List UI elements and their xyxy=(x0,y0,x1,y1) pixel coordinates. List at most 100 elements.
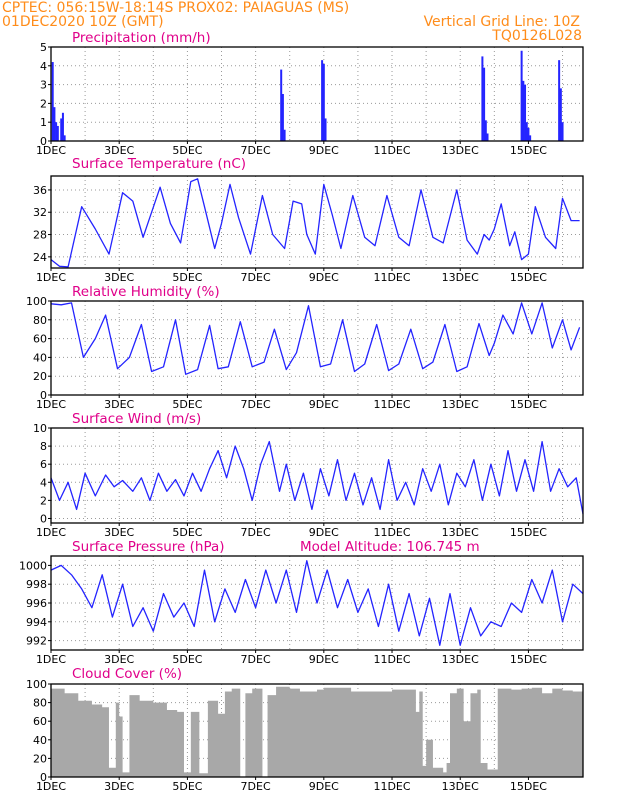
x-tick-label: 9DEC xyxy=(309,653,339,666)
header-line-1: CPTEC: 056:15W-18:14S PROX02: PAIAGUAS (… xyxy=(2,0,350,16)
y-tick-label: 32 xyxy=(33,206,47,219)
x-tick-label: 5DEC xyxy=(172,653,202,666)
x-tick-label: 11DEC xyxy=(373,526,410,539)
x-tick-label: 1DEC xyxy=(36,653,66,666)
x-tick-label: 5DEC xyxy=(172,398,202,411)
x-tick-label: 1DEC xyxy=(36,780,66,793)
x-tick-label: 11DEC xyxy=(373,398,410,411)
y-tick-label: 0 xyxy=(40,771,47,784)
precip-bar xyxy=(51,62,54,141)
x-tick-label: 13DEC xyxy=(442,526,479,539)
panel-frame xyxy=(50,175,584,269)
x-tick-label: 11DEC xyxy=(373,653,410,666)
x-tick-label: 11DEC xyxy=(373,271,410,284)
precip-bar xyxy=(527,127,530,141)
y-tick-label: 2 xyxy=(40,97,47,110)
y-tick-label: 8 xyxy=(40,440,47,453)
x-tick-label: 13DEC xyxy=(442,780,479,793)
precip-bar xyxy=(483,67,486,141)
precip-bar xyxy=(529,135,532,141)
header-grid-note: Vertical Grid Line: 10Z xyxy=(423,14,580,30)
y-tick-label: 3 xyxy=(40,79,47,92)
y-tick-label: 20 xyxy=(33,370,47,383)
precip-bar xyxy=(280,69,283,141)
humidity-line xyxy=(50,302,581,375)
precip-bar xyxy=(63,135,66,141)
y-tick-label: 6 xyxy=(40,458,47,471)
y-tick-label: 0 xyxy=(40,512,47,525)
x-tick-label: 9DEC xyxy=(309,398,339,411)
y-tick-label: 36 xyxy=(33,184,47,197)
x-tick-label: 9DEC xyxy=(309,271,339,284)
x-tick-label: 7DEC xyxy=(241,398,271,411)
panel-title: Relative Humidity (%) xyxy=(72,284,220,300)
x-tick-label: 7DEC xyxy=(241,780,271,793)
x-tick-label: 15DEC xyxy=(510,271,547,284)
precip-bar xyxy=(61,112,64,141)
x-tick-label: 1DEC xyxy=(36,271,66,284)
x-tick-label: 15DEC xyxy=(510,653,547,666)
x-tick-label: 13DEC xyxy=(442,271,479,284)
y-tick-label: 80 xyxy=(33,697,47,710)
panel-frame xyxy=(50,683,584,778)
header-date: 01DEC2020 10Z (GMT) xyxy=(2,14,164,30)
panel-title: Surface Temperature (nC) xyxy=(72,156,246,172)
x-tick-label: 11DEC xyxy=(373,780,410,793)
x-tick-label: 15DEC xyxy=(510,526,547,539)
y-tick-label: 60 xyxy=(33,715,47,728)
x-tick-label: 13DEC xyxy=(442,398,479,411)
x-tick-label: 15DEC xyxy=(510,144,547,157)
x-tick-label: 5DEC xyxy=(172,271,202,284)
x-tick-label: 1DEC xyxy=(36,398,66,411)
header-model-code: TQ0126L028 xyxy=(492,28,582,44)
y-tick-label: 100 xyxy=(26,678,47,691)
y-tick-label: 998 xyxy=(26,578,47,591)
panel-frame xyxy=(50,46,584,142)
wind-line xyxy=(50,440,584,515)
x-tick-label: 3DEC xyxy=(104,271,134,284)
x-tick-label: 3DEC xyxy=(104,144,134,157)
x-tick-label: 15DEC xyxy=(510,398,547,411)
x-tick-label: 5DEC xyxy=(172,780,202,793)
y-tick-label: 4 xyxy=(40,60,47,73)
x-tick-label: 1DEC xyxy=(36,526,66,539)
x-tick-label: 3DEC xyxy=(104,653,134,666)
precip-bar xyxy=(321,60,324,141)
x-tick-label: 1DEC xyxy=(36,144,66,157)
precip-bar xyxy=(283,129,286,141)
x-tick-label: 9DEC xyxy=(309,144,339,157)
y-tick-label: 20 xyxy=(33,752,47,765)
x-tick-label: 7DEC xyxy=(241,271,271,284)
y-tick-label: 60 xyxy=(33,333,47,346)
y-tick-label: 100 xyxy=(26,295,47,308)
precip-bar xyxy=(55,122,58,141)
y-tick-label: 24 xyxy=(33,251,47,264)
x-tick-label: 3DEC xyxy=(104,398,134,411)
x-tick-label: 11DEC xyxy=(373,144,410,157)
panel-title: Precipitation (mm/h) xyxy=(72,30,211,46)
y-tick-label: 10 xyxy=(33,422,47,435)
panel-title: Cloud Cover (%) xyxy=(72,666,182,682)
precip-bar xyxy=(559,88,562,141)
x-tick-label: 7DEC xyxy=(241,653,271,666)
x-tick-label: 9DEC xyxy=(309,780,339,793)
precip-bar xyxy=(56,125,59,141)
x-tick-label: 9DEC xyxy=(309,526,339,539)
precip-bar xyxy=(558,60,561,141)
y-tick-label: 0 xyxy=(40,389,47,402)
panel-title: Surface Pressure (hPa) xyxy=(72,539,225,555)
panel-frame xyxy=(50,427,584,524)
y-tick-label: 5 xyxy=(40,41,47,54)
y-tick-label: 28 xyxy=(33,229,47,242)
x-tick-label: 7DEC xyxy=(241,526,271,539)
y-tick-label: 992 xyxy=(26,635,47,648)
y-tick-label: 996 xyxy=(26,597,47,610)
x-tick-label: 5DEC xyxy=(172,526,202,539)
precip-bar xyxy=(322,63,325,141)
model-altitude-label: Model Altitude: 106.745 m xyxy=(300,539,480,555)
y-tick-label: 994 xyxy=(26,616,47,629)
precip-bar xyxy=(53,107,56,141)
precip-bar xyxy=(60,118,63,141)
panel-frame xyxy=(50,300,584,396)
